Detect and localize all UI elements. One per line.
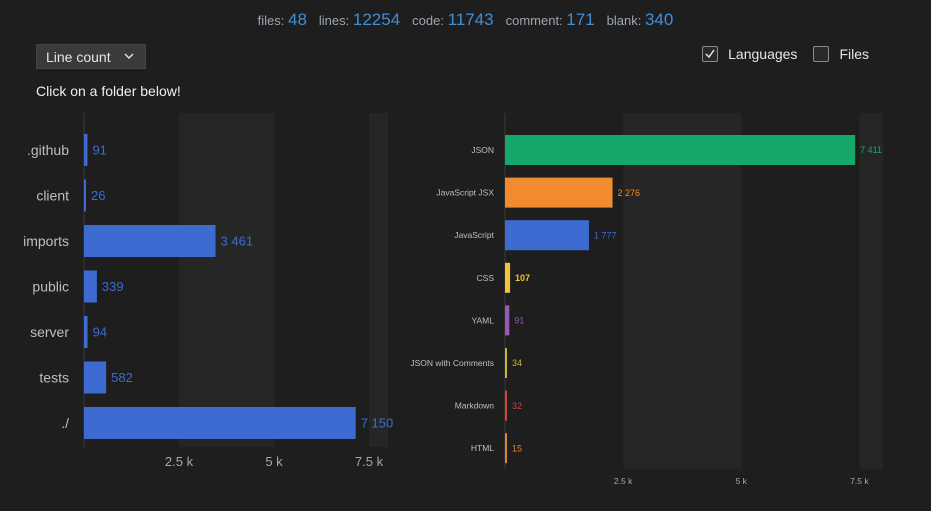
stat-item: files: 48 — [257, 10, 307, 29]
value-label: 32 — [512, 401, 522, 411]
languages-checkbox[interactable]: Languages — [702, 46, 797, 62]
stat-value: 11743 — [447, 10, 494, 29]
bar — [84, 407, 356, 439]
bar — [505, 177, 613, 208]
bar — [84, 361, 107, 394]
value-label: 1 777 — [594, 230, 617, 240]
bar — [505, 348, 507, 378]
value-label: 7 411 — [860, 145, 882, 155]
category-label: tests — [39, 369, 69, 385]
metric-dropdown[interactable]: Line count — [36, 44, 146, 69]
bar — [84, 225, 216, 257]
stat-value: 48 — [287, 10, 307, 29]
stat-item: blank: 340 — [606, 10, 674, 29]
value-label: 91 — [92, 143, 106, 158]
category-label: imports — [23, 233, 69, 249]
chart-toggles: Languages Files — [688, 46, 869, 62]
value-label: 94 — [93, 325, 107, 340]
bar — [505, 135, 856, 165]
bar — [84, 270, 97, 303]
bar — [84, 134, 88, 166]
x-tick-label: 2.5 k — [614, 476, 633, 486]
category-label: JavaScript — [454, 230, 494, 240]
files-checkbox-label: Files — [839, 46, 869, 62]
stat-label: lines: — [318, 13, 353, 28]
category-label: YAML — [471, 315, 494, 325]
value-label: 91 — [514, 316, 524, 326]
stat-value: 340 — [644, 10, 674, 29]
value-label: 15 — [512, 443, 522, 453]
value-label: 339 — [102, 279, 124, 294]
stat-label: code: — [412, 13, 448, 28]
stats-bar: files: 48 lines: 12254 code: 11743 comment:… — [0, 10, 931, 30]
value-label: 3 461 — [221, 234, 254, 249]
category-label: CSS — [477, 273, 495, 283]
languages-checkbox-label: Languages — [728, 46, 798, 62]
bar — [505, 262, 511, 293]
bar — [505, 390, 507, 421]
grid-band — [369, 113, 388, 447]
grid-band — [179, 113, 274, 447]
metric-dropdown-label: Line count — [46, 48, 111, 65]
bar — [84, 179, 86, 212]
stat-value: 12254 — [352, 10, 401, 29]
bar — [505, 305, 510, 336]
x-tick-label: 7.5 k — [850, 476, 869, 486]
stat-label: files: — [257, 13, 288, 28]
chevron-down-icon — [124, 53, 134, 59]
x-tick-label: 5 k — [265, 454, 283, 469]
checkmark-icon — [705, 49, 715, 59]
value-label: 2 276 — [618, 188, 641, 198]
files-checkbox-box[interactable] — [813, 46, 830, 62]
stat-item: code: 11743 — [412, 10, 494, 29]
bar — [505, 433, 507, 464]
x-tick-label: 5 k — [736, 476, 748, 486]
value-label: 26 — [91, 188, 105, 203]
value-label: 107 — [515, 273, 530, 283]
category-label: JSON — [471, 145, 494, 155]
bar — [505, 220, 589, 251]
category-label: HTML — [471, 443, 494, 453]
files-checkbox[interactable]: Files — [813, 46, 869, 62]
category-label: .github — [27, 142, 69, 158]
grid-band — [859, 113, 883, 469]
bar — [84, 316, 88, 348]
stat-value: 171 — [566, 10, 595, 29]
value-label: 7 150 — [361, 416, 394, 431]
stat-item: comment: 171 — [505, 10, 595, 29]
value-label: 34 — [512, 358, 522, 368]
stat-label: blank: — [606, 13, 645, 28]
stat-item: lines: 12254 — [318, 10, 401, 29]
category-label: JSON with Comments — [410, 358, 494, 368]
x-tick-label: 7.5 k — [355, 454, 384, 469]
x-tick-label: 2.5 k — [165, 454, 194, 469]
category-label: ./ — [61, 415, 69, 431]
category-label: public — [32, 278, 69, 294]
grid-band — [623, 113, 742, 469]
category-label: client — [36, 187, 69, 203]
value-label: 582 — [111, 370, 133, 385]
category-label: JavaScript JSX — [436, 188, 494, 198]
stat-label: comment: — [505, 13, 567, 28]
languages-checkbox-box[interactable] — [702, 46, 719, 62]
category-label: server — [30, 324, 69, 340]
folder-hint: Click on a folder below! — [36, 83, 181, 99]
category-label: Markdown — [455, 401, 494, 411]
